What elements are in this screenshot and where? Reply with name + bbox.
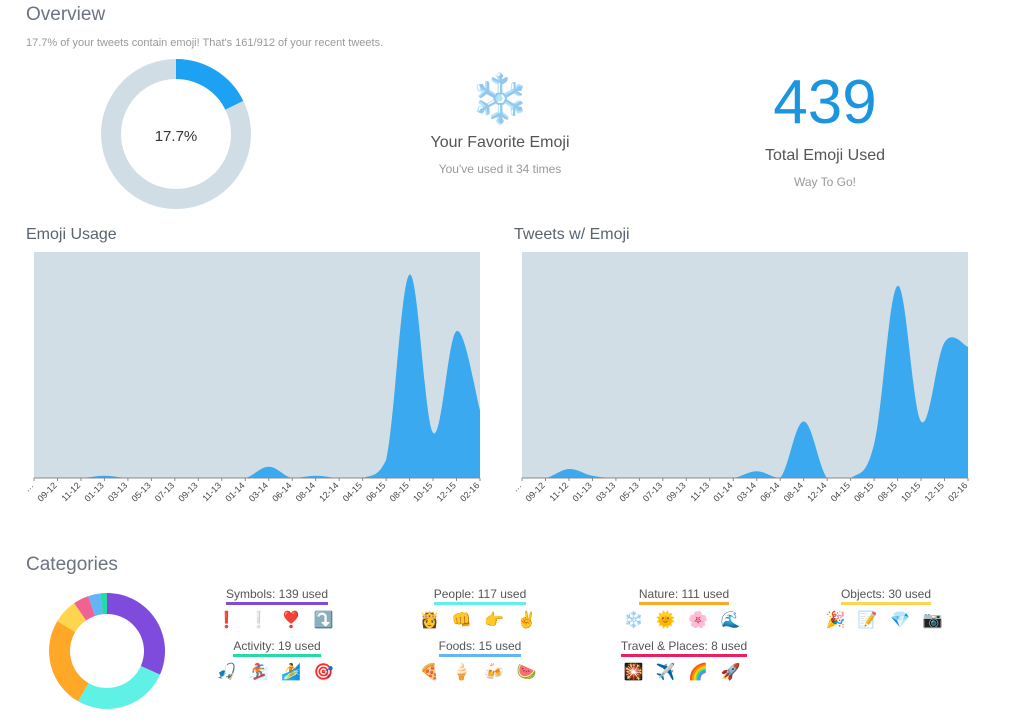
category-group: People: 117 used 👸 👊 👉 ✌️ — [412, 585, 548, 630]
total-emoji-sub: Way To Go! — [793, 175, 857, 189]
category-group: Travel & Places: 8 used 🎇 ✈️ 🌈 🚀 — [616, 637, 752, 682]
category-emojis: ❗ ❕ ❣️ ⤵️ — [216, 612, 338, 629]
emoji-ratio-ring — [101, 59, 251, 209]
emoji-usage-title: Emoji Usage — [26, 226, 117, 243]
tweets-with-emoji-x-tick-label: 03-14 — [735, 480, 758, 503]
category-emojis: 👸 👊 👉 ✌️ — [419, 612, 541, 629]
tweets-with-emoji-x-tick-label: 11-13 — [688, 480, 711, 503]
tweets-with-emoji-x-tick-label: 12-15 — [923, 480, 946, 503]
emoji-usage-x-tick-label: 08-15 — [388, 480, 411, 503]
category-slice-people — [78, 666, 160, 709]
tweets-with-emoji-title: Tweets w/ Emoji — [514, 226, 630, 243]
tweets-with-emoji-x-tick-label: 02-16 — [946, 480, 969, 503]
tweets-with-emoji-x-tick-label: 11-12 — [547, 480, 570, 503]
emoji-usage-x-tick-label: 03-13 — [106, 480, 129, 503]
category-group: Activity: 19 used 🎣 🏂 🏄 🎯 — [209, 637, 345, 682]
emoji-usage-x-tick-label: 04-15 — [341, 480, 364, 503]
emoji-usage-x-tick-label: 07-13 — [153, 480, 176, 503]
overview-title: Overview — [26, 4, 106, 25]
category-emojis: 🎇 ✈️ 🌈 🚀 — [623, 664, 745, 681]
tweets-with-emoji-x-tick-label: 07-13 — [641, 480, 664, 503]
category-label: Travel & Places: 8 used — [620, 639, 748, 657]
emoji-usage-x-tick-label: 05-13 — [129, 480, 152, 503]
category-label: Foods: 15 used — [438, 639, 522, 657]
total-emoji-label: Total Emoji Used — [764, 147, 886, 164]
emoji-usage-area-series — [34, 274, 480, 478]
tweets-with-emoji-x-tick-label: 01-14 — [711, 480, 734, 503]
tweets-with-emoji-x-tick-label: 06-14 — [758, 480, 781, 503]
tweets-with-emoji-x-tick-label: 01-13 — [570, 480, 593, 503]
emoji-usage-x-tick-label: 06-14 — [270, 480, 293, 503]
category-group: Objects: 30 used 🎉 📝 💎 📷 — [818, 585, 954, 630]
favorite-emoji-sub: You've used it 34 times — [438, 162, 562, 176]
tweets-with-emoji-area-series — [522, 285, 968, 478]
category-label: People: 117 used — [433, 587, 527, 605]
emoji-usage-x-tick-label: 03-14 — [247, 480, 270, 503]
category-emojis: 🎉 📝 💎 📷 — [825, 612, 947, 629]
favorite-emoji-label: Your Favorite Emoji — [430, 134, 570, 151]
tweets-with-emoji-x-tick-label: … — [510, 480, 523, 493]
emoji-usage-chart: … 09-12 11-12 01-13 03-13 05-13 07-13 09-13 11-1… — [22, 252, 481, 504]
emoji-usage-x-tick-label: 09-12 — [36, 480, 59, 503]
emoji-usage-x-tick-label: … — [22, 480, 35, 493]
emoji-usage-x-tick-label: 10-15 — [411, 480, 434, 503]
tweets-with-emoji-chart: … 09-12 11-12 01-13 03-13 05-13 07-13 09-13 11-1… — [510, 252, 969, 504]
category-label: Nature: 111 used — [638, 587, 730, 605]
total-emoji-number: 439 — [773, 68, 877, 137]
emoji-usage-x-tick-label: 09-13 — [176, 480, 199, 503]
category-slice-symbols — [107, 593, 166, 675]
category-emojis: ❄️ 🌞 🌸 🌊 — [623, 612, 745, 629]
category-slice-travel-places — [100, 593, 107, 615]
tweets-with-emoji-x-tick-label: 04-15 — [829, 480, 852, 503]
category-group: Nature: 111 used ❄️ 🌞 🌸 🌊 — [616, 585, 752, 630]
emoji-usage-x-tick-label: 12-15 — [435, 480, 458, 503]
ring-fill — [101, 59, 251, 209]
tweets-with-emoji-x-tick-label: 08-14 — [782, 480, 805, 503]
category-slice-objects — [57, 603, 87, 632]
tweets-with-emoji-x-tick-label: 06-15 — [852, 480, 875, 503]
tweets-with-emoji-x-tick-label: 09-12 — [524, 480, 547, 503]
emoji-usage-x-tick-label: 01-14 — [223, 480, 246, 503]
emoji-usage-x-tick-label: 12-14 — [317, 480, 340, 503]
category-slice-foods — [88, 593, 103, 616]
emoji-usage-x-tick-label: 11-13 — [200, 480, 223, 503]
emoji-usage-x-tick-label: 02-16 — [458, 480, 481, 503]
category-label: Symbols: 139 used — [225, 587, 329, 605]
category-label: Activity: 19 used — [233, 639, 321, 657]
emoji-usage-x-tick-label: 08-14 — [294, 480, 317, 503]
emoji-usage-x-tick-label: 06-15 — [364, 480, 387, 503]
emoji-usage-x-tick-label: 01-13 — [82, 480, 105, 503]
tweets-with-emoji-x-tick-label: 10-15 — [899, 480, 922, 503]
overview-summary: 17.7% of your tweets contain emoji! That… — [26, 37, 384, 49]
tweets-with-emoji-x-tick-label: 08-15 — [876, 480, 899, 503]
category-group: Symbols: 139 used ❗ ❕ ❣️ ⤵️ — [209, 585, 345, 630]
ring-label: 17.7% — [154, 128, 198, 145]
category-label: Objects: 30 used — [840, 587, 932, 605]
tweets-with-emoji-x-tick-label: 12-14 — [805, 480, 828, 503]
category-slice-activity — [74, 596, 96, 621]
categories-title: Categories — [26, 554, 118, 575]
category-slice-nature — [48, 621, 89, 702]
category-group: Foods: 15 used 🍕 🍦 🍻 🍉 — [412, 637, 548, 682]
category-emojis: 🍕 🍦 🍻 🍉 — [419, 664, 541, 681]
tweets-with-emoji-x-tick-label: 09-13 — [664, 480, 687, 503]
tweets-with-emoji-x-tick-label: 03-13 — [594, 480, 617, 503]
tweets-with-emoji-x-tick-label: 05-13 — [617, 480, 640, 503]
category-emojis: 🎣 🏂 🏄 🎯 — [216, 664, 338, 681]
categories-donut-chart — [48, 593, 166, 709]
favorite-emoji-icon: ❄️ — [470, 73, 530, 126]
emoji-usage-x-tick-label: 11-12 — [59, 480, 82, 503]
